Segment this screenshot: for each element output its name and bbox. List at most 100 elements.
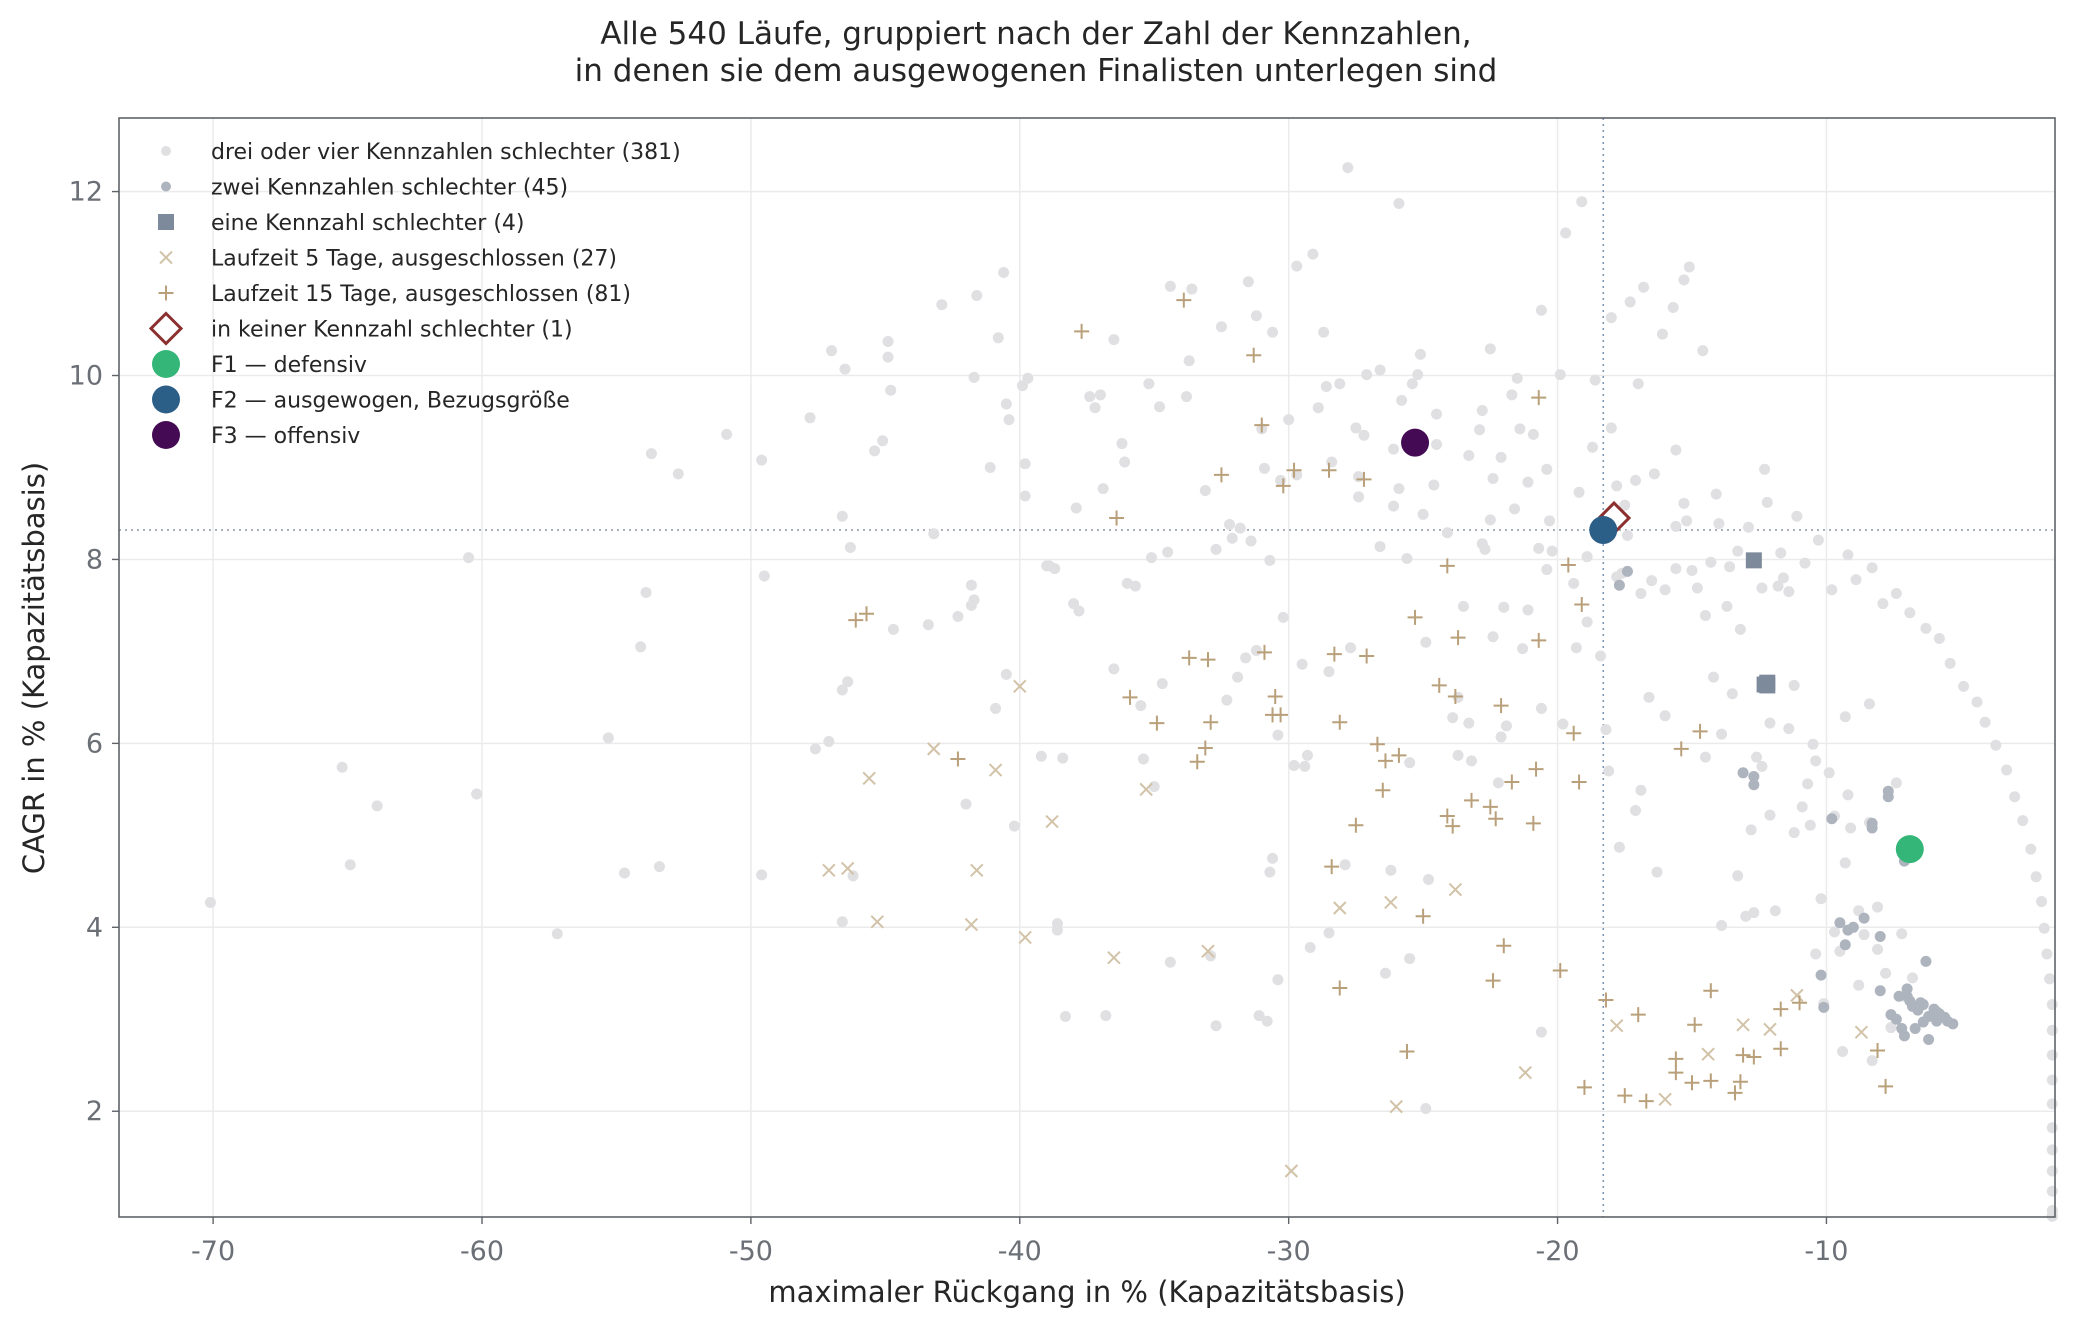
point-worse34	[1000, 398, 1012, 410]
point-plus15	[1668, 1065, 1684, 1081]
point-worse34	[1906, 972, 1918, 984]
point-worse34	[1264, 554, 1276, 566]
point-plus15	[1447, 688, 1463, 704]
point-worse34	[1108, 334, 1120, 346]
point-worse34	[2046, 1098, 2058, 1110]
point-worse34	[1810, 755, 1822, 767]
point-worse34	[1457, 600, 1469, 612]
point-worse34	[1724, 561, 1736, 573]
point-worse34	[1326, 456, 1338, 468]
point-worse34	[1670, 520, 1682, 532]
point-worse34	[1697, 345, 1709, 357]
point-x5	[970, 863, 984, 877]
point-worse34	[1699, 610, 1711, 622]
point-worse34	[1146, 552, 1158, 564]
point-worse34	[1783, 723, 1795, 735]
series-worse34	[204, 162, 2058, 1222]
point-x5	[988, 763, 1003, 777]
point-worse34	[1890, 777, 1902, 789]
point-worse34	[653, 861, 665, 873]
point-worse34	[1769, 905, 1781, 917]
point-worse34	[1116, 438, 1128, 450]
legend-label-x5: Laufzeit 5 Tage, ausgeschlossen (27)	[211, 247, 617, 272]
point-plus15	[1450, 630, 1466, 646]
point-plus15	[1525, 815, 1541, 831]
point-plus15	[1703, 1073, 1719, 1089]
point-worse34	[1154, 401, 1166, 413]
point-worse34	[1003, 414, 1015, 426]
point-worse34	[1420, 636, 1432, 648]
point-worse34	[1084, 391, 1096, 403]
legend-marker-none	[148, 311, 184, 346]
point-worse34	[1199, 484, 1211, 496]
point-worse34	[1581, 551, 1593, 563]
point-worse34	[1621, 530, 1633, 542]
point-worse34	[1267, 852, 1279, 864]
point-worse34	[968, 594, 980, 606]
legend-marker-worse1	[158, 214, 174, 230]
point-worse34	[847, 870, 859, 882]
point-worse34	[2046, 999, 2058, 1011]
point-worse34	[1070, 502, 1082, 514]
point-plus15	[859, 606, 875, 622]
point-worse34	[1638, 281, 1650, 293]
point-worse34	[1958, 680, 1970, 692]
point-worse34	[2001, 764, 2013, 776]
point-worse34	[1108, 663, 1120, 675]
point-worse1	[1759, 677, 1776, 694]
point-worse34	[1414, 348, 1426, 360]
point-worse34	[1164, 280, 1176, 292]
point-worse34	[1885, 1022, 1897, 1034]
point-worse34	[1866, 1055, 1878, 1067]
point-worse34	[1595, 650, 1607, 662]
point-worse2	[1748, 770, 1760, 782]
point-worse34	[1301, 749, 1313, 761]
y-tick-label: 4	[86, 912, 103, 943]
point-worse34	[1350, 422, 1362, 434]
point-worse34	[1710, 488, 1722, 500]
point-worse34	[826, 345, 838, 357]
legend-marker-x5	[159, 250, 173, 265]
point-worse34	[2044, 973, 2056, 985]
point-worse34	[1748, 907, 1760, 919]
point-worse34	[1307, 248, 1319, 260]
point-worse34	[1417, 508, 1429, 520]
point-plus15	[1687, 1017, 1703, 1033]
legend-label-f2: F2 — ausgewogen, Bezugsgröße	[211, 389, 570, 414]
point-worse34	[1059, 1011, 1071, 1023]
point-worse34	[1705, 556, 1717, 568]
point-worse34	[1632, 378, 1644, 390]
point-worse34	[1487, 473, 1499, 485]
point-worse2	[1890, 1013, 1902, 1025]
point-worse34	[1035, 750, 1047, 762]
point-worse34	[1839, 711, 1851, 723]
point-worse34	[1320, 381, 1332, 393]
point-worse34	[1073, 605, 1085, 617]
point-worse34	[1726, 688, 1738, 700]
point-plus15	[1326, 646, 1342, 662]
point-plus15	[1415, 908, 1431, 924]
point-worse34	[839, 363, 851, 375]
y-axis-ticks: 2 4 6 8 10 12	[69, 177, 119, 1127]
point-worse34	[1261, 1015, 1273, 1027]
point-plus15	[1122, 689, 1138, 705]
point-worse34	[1000, 668, 1012, 680]
point-plus15	[1246, 347, 1262, 363]
point-worse34	[371, 800, 383, 812]
point-x5	[1658, 1092, 1672, 1106]
point-worse34	[1804, 819, 1816, 831]
point-plus15	[1109, 510, 1125, 526]
point-plus15	[1399, 1043, 1415, 1059]
point-worse2	[1939, 1011, 1951, 1023]
point-worse34	[1630, 474, 1642, 486]
point-worse34	[1277, 611, 1289, 623]
point-worse34	[1406, 378, 1418, 390]
series-plus15	[848, 292, 1894, 1109]
legend-label-none: in keiner Kennzahl schlechter (1)	[211, 318, 573, 343]
point-worse34	[2046, 1185, 2058, 1197]
point-worse34	[1877, 598, 1889, 610]
point-worse34	[1304, 942, 1316, 954]
point-worse34	[882, 351, 894, 363]
point-plus15	[1149, 715, 1165, 731]
point-worse34	[2038, 922, 2050, 934]
